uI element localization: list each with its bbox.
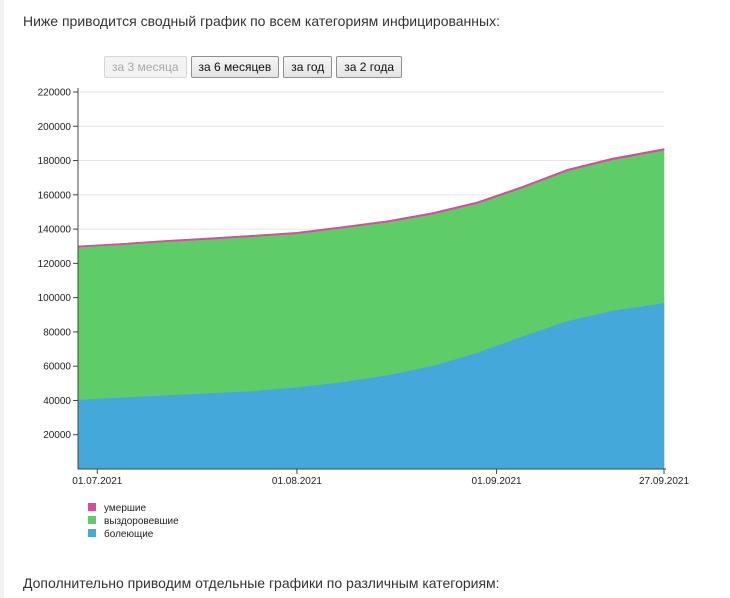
area-series-умершие — [77, 148, 665, 248]
range-3-months-button: за 3 месяца — [104, 56, 187, 78]
left-rule — [0, 0, 4, 598]
range-6-months-button[interactable]: за 6 месяцев — [190, 56, 280, 78]
legend-swatch — [88, 516, 96, 524]
y-tick-label: 160000 — [38, 190, 72, 201]
range-buttons: за 3 месяца за 6 месяцев за год за 2 год… — [104, 56, 402, 78]
legend-label: выздоровевшие — [104, 516, 179, 527]
y-tick-label: 60000 — [43, 362, 71, 373]
summary-area-chart: 20000 40000 60000 80000 100000 120000 140000 16… — [38, 88, 690, 541]
y-tick-label: 80000 — [43, 327, 71, 338]
y-tick-label: 140000 — [38, 225, 72, 236]
legend-label: умершие — [104, 503, 146, 514]
legend-swatch — [88, 529, 96, 537]
legend-swatch — [88, 503, 96, 511]
x-tick-label: 27.09.2021 — [639, 476, 689, 487]
y-tick-label: 100000 — [38, 293, 72, 304]
range-year-button[interactable]: за год — [283, 56, 333, 78]
outro-text: Дополнительно приводим отдельные графики… — [23, 575, 500, 591]
legend-label: болеющие — [104, 528, 154, 540]
x-tick-label: 01.09.2021 — [472, 476, 522, 487]
x-tick-label: 01.07.2021 — [72, 476, 122, 487]
intro-text: Ниже приводится сводный график по всем к… — [23, 13, 500, 29]
x-tick-label: 01.08.2021 — [272, 476, 322, 487]
y-tick-label: 120000 — [38, 259, 72, 270]
y-tick-label: 40000 — [43, 396, 71, 407]
y-tick-label: 220000 — [38, 88, 72, 99]
y-tick-label: 20000 — [43, 430, 71, 441]
y-tick-label: 180000 — [38, 156, 72, 167]
y-tick-label: 200000 — [38, 122, 72, 133]
range-2-years-button[interactable]: за 2 года — [336, 56, 402, 78]
